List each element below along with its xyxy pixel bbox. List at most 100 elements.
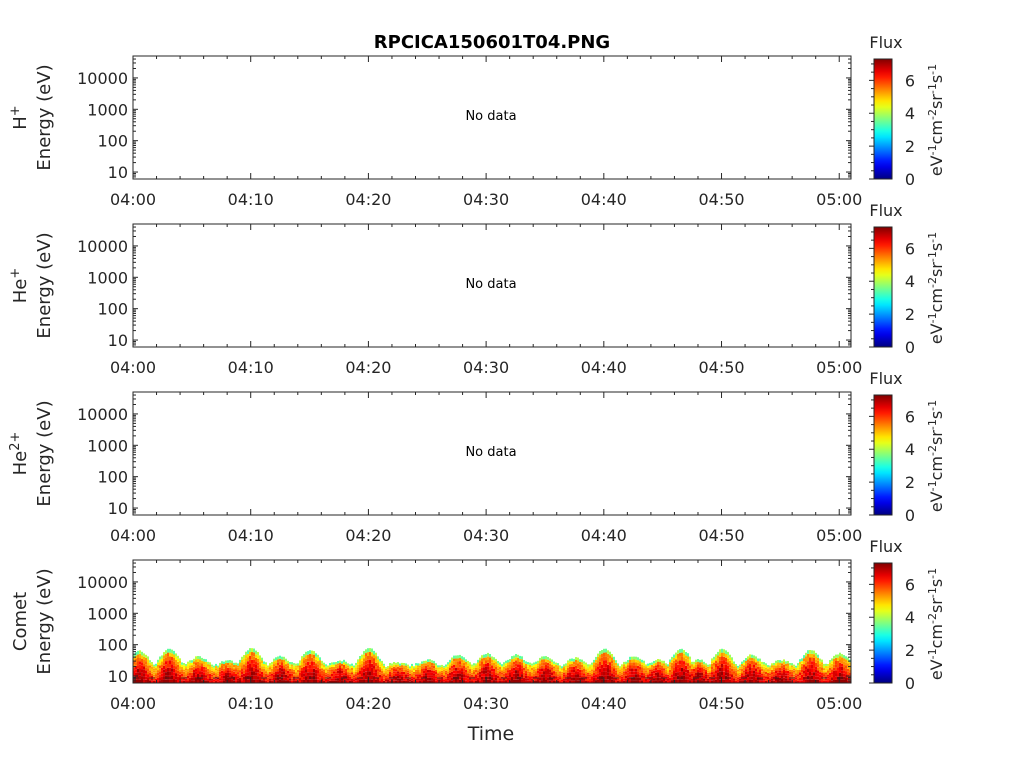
heatmap-cell: [571, 661, 573, 664]
heatmap-cell: [181, 680, 183, 683]
heatmap-cell: [209, 673, 211, 677]
heatmap-cell: [237, 665, 239, 668]
heatmap-cell: [267, 667, 269, 670]
heatmap-cell: [327, 671, 329, 674]
heatmap-cell: [195, 671, 197, 675]
heatmap-cell: [155, 674, 157, 677]
heatmap-cell: [635, 668, 637, 672]
heatmap-cell: [409, 666, 411, 669]
heatmap-cell: [567, 680, 569, 683]
heatmap-cell: [759, 669, 761, 673]
heatmap-cell: [729, 654, 731, 658]
heatmap-cell: [159, 680, 161, 683]
heatmap-cell: [337, 670, 339, 674]
heatmap-cell: [417, 676, 419, 679]
heatmap-cell: [739, 670, 741, 673]
heatmap-cell: [539, 674, 541, 678]
heatmap-cell: [759, 677, 761, 681]
heatmap-cell: [651, 673, 653, 677]
heatmap-cell: [463, 674, 465, 678]
heatmap-cell: [189, 665, 191, 668]
heatmap-cell: [699, 667, 701, 671]
heatmap-cell: [675, 679, 677, 683]
heatmap-cell: [261, 680, 263, 683]
heatmap-cell: [349, 672, 351, 675]
heatmap-cell: [763, 671, 765, 674]
heatmap-cell: [355, 676, 357, 679]
heatmap-cell: [711, 666, 713, 670]
heatmap-cell: [241, 674, 243, 678]
heatmap-cell: [587, 668, 589, 671]
heatmap-cell: [353, 671, 355, 674]
heatmap-cell: [405, 680, 407, 683]
heatmap-cell: [843, 679, 845, 683]
heatmap-cell: [365, 679, 367, 683]
heatmap-cell: [165, 675, 167, 680]
heatmap-cell: [211, 670, 213, 673]
heatmap-cell: [819, 674, 821, 678]
heatmap-cell: [615, 680, 617, 683]
heatmap-cell: [781, 670, 783, 674]
heatmap-cell: [481, 673, 483, 677]
heatmap-cell: [827, 680, 829, 683]
heatmap-cell: [455, 670, 457, 674]
heatmap-cell: [781, 660, 783, 664]
heatmap-cell: [635, 665, 637, 669]
heatmap-cell: [487, 659, 489, 663]
heatmap-cell: [619, 679, 621, 682]
heatmap-cell: [809, 668, 811, 672]
heatmap-cell: [201, 669, 203, 672]
heatmap-cell: [623, 673, 625, 676]
heatmap-cell: [355, 667, 357, 670]
heatmap-cell: [363, 679, 365, 683]
heatmap-cell: [333, 666, 335, 670]
heatmap-cell: [141, 655, 143, 659]
heatmap-cell: [187, 673, 189, 676]
heatmap-cell: [265, 664, 267, 667]
x-tick-label: 04:40: [581, 526, 627, 545]
heatmap-cell: [657, 680, 659, 683]
heatmap-cell: [343, 662, 345, 665]
heatmap-cell: [557, 676, 559, 679]
heatmap-cell: [309, 668, 311, 672]
heatmap-cell: [345, 668, 347, 672]
heatmap-cell: [815, 666, 817, 670]
heatmap-cell: [475, 676, 477, 679]
heatmap-cell: [723, 656, 725, 661]
heatmap-cell: [705, 676, 707, 679]
heatmap-cell: [431, 662, 433, 666]
heatmap-cell: [615, 677, 617, 681]
heatmap-cell: [575, 668, 577, 672]
heatmap-cell: [389, 669, 391, 672]
heatmap-cell: [283, 680, 285, 683]
heatmap-cell: [391, 670, 393, 673]
heatmap-cell: [133, 670, 135, 674]
heatmap-cell: [421, 671, 423, 674]
heatmap-cell: [205, 664, 207, 668]
heatmap-cell: [613, 659, 615, 663]
heatmap-cell: [615, 670, 617, 673]
heatmap-cell: [273, 664, 275, 667]
heatmap-cell: [369, 648, 371, 652]
heatmap-cell: [397, 669, 399, 672]
heatmap-cell: [683, 675, 685, 680]
heatmap-cell: [599, 654, 601, 659]
heatmap-cell: [387, 673, 389, 676]
heatmap-cell: [247, 657, 249, 662]
heatmap-cell: [569, 664, 571, 667]
heatmap-cell: [627, 665, 629, 668]
heatmap-cell: [519, 668, 521, 671]
heatmap-cell: [395, 676, 397, 679]
heatmap-cell: [337, 675, 339, 679]
heatmap-cell: [625, 675, 627, 679]
heatmap-cell: [173, 668, 175, 673]
heatmap-cell: [435, 676, 437, 679]
heatmap-cell: [247, 650, 249, 654]
heatmap-cell: [417, 663, 419, 666]
heatmap-cell: [567, 672, 569, 676]
heatmap-cell: [771, 676, 773, 679]
heatmap-cell: [555, 667, 557, 670]
heatmap-cell: [691, 673, 693, 676]
heatmap-cell: [635, 677, 637, 680]
heatmap-cell: [395, 671, 397, 674]
